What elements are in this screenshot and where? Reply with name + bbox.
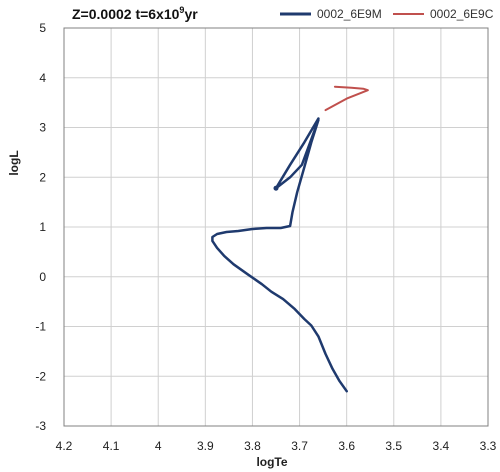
series-0-turn-marker — [273, 185, 279, 191]
y-tick-label: 0 — [39, 270, 46, 284]
x-tick-label: 3.8 — [244, 439, 261, 453]
x-axis-title: logTe — [256, 455, 287, 469]
x-tick-label: 3.4 — [433, 439, 450, 453]
x-tick-label: 3.3 — [480, 439, 497, 453]
series-line-0 — [211, 117, 348, 393]
y-tick-labels: -3 -2 -1 0 1 2 3 4 5 — [35, 21, 46, 433]
y-tick-label: 1 — [39, 220, 46, 234]
y-tick-label: 4 — [39, 71, 46, 85]
y-tick-label: 3 — [39, 121, 46, 135]
y-tick-label: -1 — [35, 320, 46, 334]
x-tick-label: 4.2 — [56, 439, 73, 453]
x-tick-label: 3.6 — [338, 439, 355, 453]
y-tick-label: 5 — [39, 21, 46, 35]
x-tick-label: 3.7 — [291, 439, 308, 453]
plot-frame — [63, 27, 489, 427]
chart-title-tail: yr — [184, 6, 198, 22]
chart-title-superscript: 9 — [179, 5, 184, 15]
x-tick-label: 3.5 — [385, 439, 402, 453]
x-tick-label: 3.9 — [197, 439, 214, 453]
chart-title: Z=0.0002 t=6x109yr — [72, 5, 198, 22]
series-line-1 — [324, 85, 369, 112]
series-lines — [211, 85, 369, 393]
y-tick-label: -2 — [35, 369, 46, 383]
y-tick-label: 2 — [39, 170, 46, 184]
x-tick-labels: 4.2 4.1 4 3.9 3.8 3.7 3.6 3.5 3.4 3.3 — [56, 439, 497, 453]
y-axis-title: logL — [7, 150, 21, 175]
legend-label-series-0: 0002_6E9M — [317, 7, 382, 21]
x-tick-label: 4 — [155, 439, 162, 453]
legend-label-series-1: 0002_6E9C — [430, 7, 494, 21]
legend: 0002_6E9M 0002_6E9C — [280, 7, 494, 21]
x-tick-label: 4.1 — [103, 439, 120, 453]
y-tick-label: -3 — [35, 419, 46, 433]
chart-title-main: Z=0.0002 t=6x10 — [72, 6, 180, 22]
